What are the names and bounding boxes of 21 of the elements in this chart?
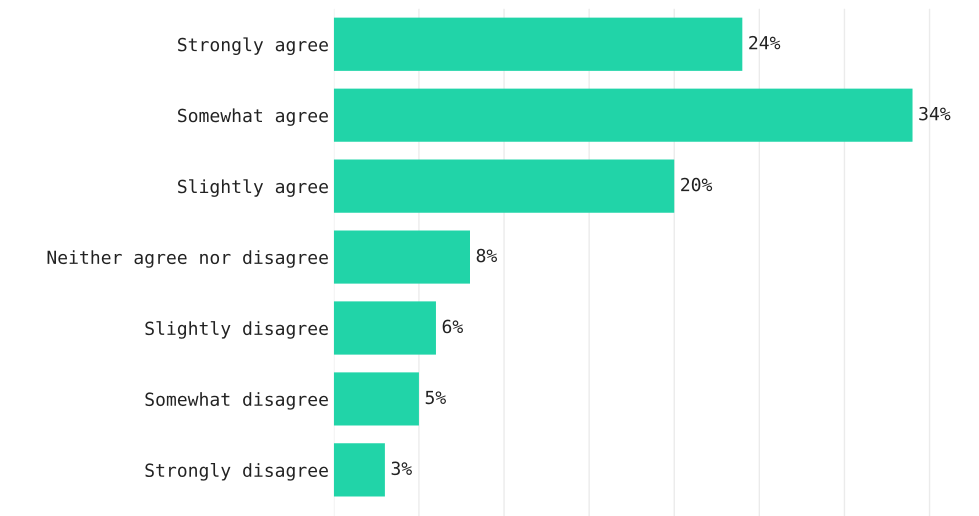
bar [334, 18, 742, 71]
bar [334, 88, 913, 142]
data-label: 3% [392, 462, 412, 476]
data-label: 5% [426, 390, 446, 404]
data-label: 34% [919, 106, 950, 120]
y-tick-label: Strongly disagree [145, 462, 328, 481]
bar [334, 230, 470, 284]
y-tick-label: Slightly disagree [145, 321, 328, 339]
bar [334, 372, 419, 426]
y-tick-label: Somewhat disagree [145, 392, 328, 410]
y-tick-label: Slightly agree [178, 179, 328, 197]
bar [334, 301, 436, 355]
y-tick-label: Strongly agree [178, 37, 328, 56]
y-tick-label: Somewhat agree [178, 108, 328, 126]
data-label: 24% [749, 36, 780, 50]
bar [334, 160, 674, 213]
y-tick-label: Neither agree nor disagree [48, 250, 328, 268]
data-label: 20% [681, 178, 712, 192]
bar [334, 443, 385, 496]
data-label: 6% [442, 320, 463, 334]
data-label: 8% [476, 248, 498, 262]
